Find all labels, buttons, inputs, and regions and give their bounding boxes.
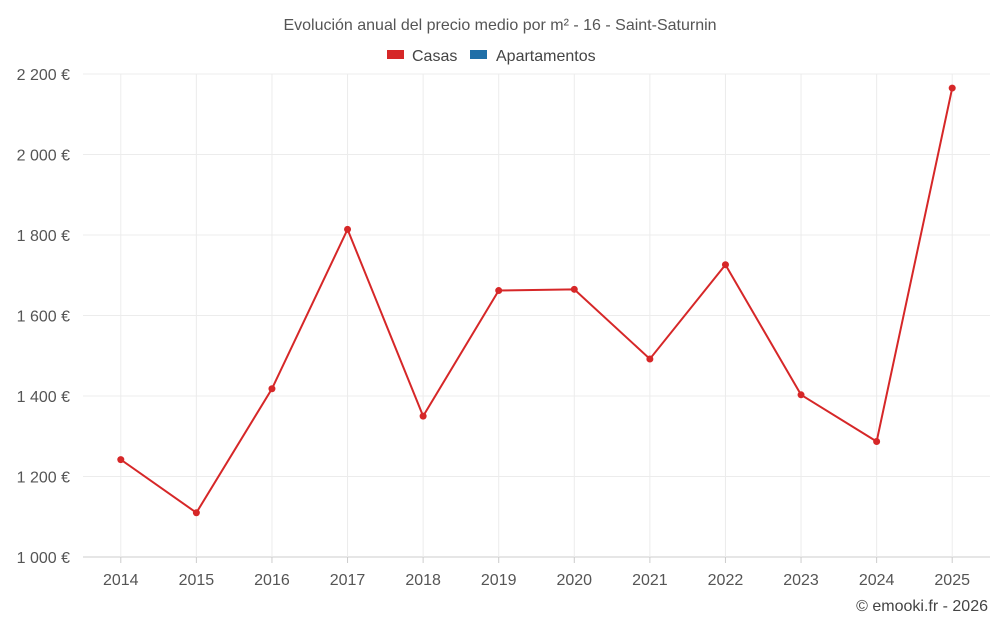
x-tick-label: 2020	[556, 572, 592, 589]
legend: Casas Apartamentos	[387, 48, 596, 65]
x-tick-label: 2025	[934, 572, 970, 589]
legend-label-casas: Casas	[412, 48, 457, 65]
y-tick-label: 2 200 €	[17, 67, 70, 84]
x-tick-label: 2023	[783, 572, 819, 589]
data-point[interactable]	[948, 84, 956, 92]
data-point[interactable]	[721, 261, 729, 269]
y-tick-label: 1 600 €	[17, 309, 70, 326]
x-tick-label: 2015	[179, 572, 215, 589]
data-point[interactable]	[646, 355, 654, 363]
credit-text: © emooki.fr - 2026	[856, 598, 988, 615]
data-point[interactable]	[495, 287, 503, 295]
x-axis: 2014 2015 2016 2017 2018 2019 2020 2021 2022 2023…	[103, 557, 970, 589]
x-tick-label: 2024	[859, 572, 895, 589]
legend-label-apartamentos: Apartamentos	[496, 48, 596, 65]
data-point[interactable]	[117, 456, 125, 464]
data-point[interactable]	[344, 225, 352, 233]
x-tick-label: 2022	[708, 572, 744, 589]
data-point[interactable]	[268, 385, 276, 393]
legend-swatch-apartamentos	[470, 50, 487, 59]
y-tick-label: 1 400 €	[17, 389, 70, 406]
y-tick-label: 1 200 €	[17, 470, 70, 487]
data-point[interactable]	[570, 285, 578, 293]
x-tick-label: 2018	[405, 572, 441, 589]
y-tick-label: 2 000 €	[17, 148, 70, 165]
x-tick-label: 2014	[103, 572, 139, 589]
y-tick-label: 1 000 €	[17, 550, 70, 567]
legend-item-apartamentos[interactable]: Apartamentos	[470, 48, 596, 65]
data-point[interactable]	[797, 391, 805, 399]
series-line-casas	[120, 87, 954, 515]
chart-title: Evolución anual del precio medio por m² …	[283, 17, 716, 34]
plot-area	[117, 84, 956, 517]
data-point[interactable]	[192, 509, 200, 517]
grid	[83, 73, 990, 558]
legend-swatch-casas	[387, 50, 404, 59]
data-point[interactable]	[873, 437, 881, 445]
x-tick-label: 2017	[330, 572, 366, 589]
y-tick-label: 1 800 €	[17, 228, 70, 245]
data-point[interactable]	[419, 412, 427, 420]
x-tick-label: 2019	[481, 572, 517, 589]
x-tick-label: 2016	[254, 572, 290, 589]
x-tick-label: 2021	[632, 572, 668, 589]
y-axis: 1 000 € 1 200 € 1 400 € 1 600 € 1 800 € 2 000…	[17, 67, 70, 567]
legend-item-casas[interactable]: Casas	[387, 48, 457, 65]
